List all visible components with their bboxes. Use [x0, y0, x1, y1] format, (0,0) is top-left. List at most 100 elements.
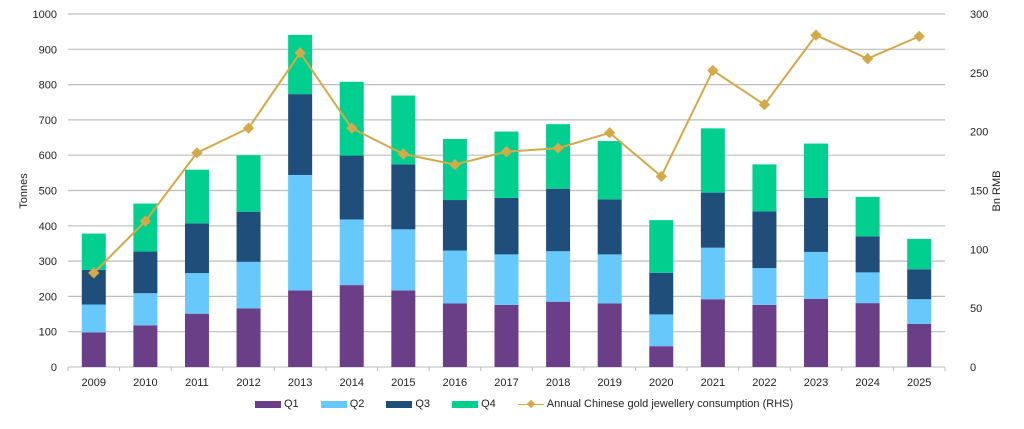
bar-q4: [700, 128, 725, 193]
bar-q3: [649, 272, 674, 315]
bar-q4: [907, 238, 932, 270]
y-tick-label-left: 600: [39, 150, 57, 162]
x-tick-label: 2012: [236, 377, 260, 389]
bar-q3: [184, 223, 209, 274]
bar-q1: [494, 304, 519, 367]
bar-q3: [133, 251, 158, 294]
line-marker: [655, 170, 667, 183]
bar-q1: [339, 285, 364, 367]
bar-q3: [907, 269, 932, 300]
bar-q1: [700, 299, 725, 367]
legend-label-q2: Q2: [349, 398, 365, 410]
bars: [81, 34, 932, 367]
x-tick-label: 2017: [494, 377, 518, 389]
bar-q4: [236, 155, 261, 212]
bar-q4: [494, 131, 519, 198]
y-tick-label-right: 150: [970, 186, 988, 198]
y-tick-label-left: 400: [39, 221, 57, 233]
bar-q2: [700, 247, 725, 300]
bar-q2: [442, 250, 467, 304]
bar-q2: [907, 299, 932, 324]
bar-q3: [494, 197, 519, 255]
bar-q4: [597, 141, 622, 200]
bar-q1: [752, 304, 777, 367]
y-tick-label-left: 300: [39, 256, 57, 268]
x-tick-label: 2014: [339, 377, 363, 389]
bar-q1: [546, 301, 571, 367]
bar-q2: [597, 254, 622, 304]
bar-q3: [391, 164, 416, 230]
legend-item-q1: Q1: [255, 398, 299, 410]
line-marker: [913, 30, 925, 43]
x-axis: 2009 2010 2011 2012 2013 2014 2015 2016 2017 2018…: [82, 377, 932, 389]
bar-q2: [81, 304, 106, 333]
y-tick-label-right: 50: [970, 303, 982, 315]
x-tick-label: 2015: [391, 377, 415, 389]
bar-q3: [236, 211, 261, 262]
line-marker: [397, 148, 409, 160]
bar-q2: [133, 293, 158, 326]
legend-swatch-q1: [255, 400, 281, 408]
x-tick-label: 2018: [546, 377, 570, 389]
bar-q2: [855, 272, 880, 304]
x-tick-label: 2023: [804, 377, 828, 389]
y-axis-left-title: Tonnes: [18, 173, 30, 209]
x-tick-label: 2016: [443, 377, 467, 389]
line-marker: [604, 127, 616, 139]
y-axis-right-title: Bn RMB: [991, 171, 1003, 212]
bar-q4: [804, 143, 829, 198]
bar-q4: [855, 196, 880, 237]
y-axis-left: 0 100 200 300 400 500 600 700 800 900 1000: [33, 9, 57, 374]
legend-swatch-line: [517, 401, 544, 408]
legend-label-q1: Q1: [284, 398, 299, 410]
y-tick-label-right: 250: [970, 68, 988, 80]
bar-q3: [546, 188, 571, 252]
bar-q2: [804, 251, 829, 299]
line-marker: [707, 64, 719, 77]
x-tick-label: 2010: [133, 377, 157, 389]
bar-q1: [649, 346, 674, 367]
y-tick-label-left: 200: [39, 291, 57, 303]
bar-q1: [288, 290, 313, 367]
y-tick-label-left: 700: [39, 115, 57, 127]
bar-q2: [236, 261, 261, 309]
bar-q3: [597, 199, 622, 255]
bar-q4: [752, 164, 777, 212]
bar-q3: [339, 155, 364, 220]
line-marker: [191, 147, 203, 159]
bar-q1: [184, 313, 209, 367]
legend-label-q4: Q4: [481, 398, 496, 410]
legend: Q1 Q2 Q3 Q4 Annual Chinese gold jeweller…: [255, 398, 815, 410]
line-marker: [552, 142, 564, 154]
bar-q3: [700, 192, 725, 248]
x-tick-label: 2011: [185, 377, 209, 389]
bar-q1: [133, 325, 158, 367]
bar-q1: [391, 290, 416, 367]
bar-q2: [494, 254, 519, 305]
y-tick-label-left: 1000: [33, 9, 57, 21]
x-tick-label: 2024: [855, 377, 879, 389]
line-marker: [449, 158, 461, 171]
y-tick-label-left: 800: [39, 80, 57, 92]
bar-q3: [442, 200, 467, 251]
bar-q3: [804, 197, 829, 252]
x-tick-label: 2025: [907, 377, 931, 389]
bar-q2: [391, 229, 416, 291]
x-tick-label: 2019: [597, 377, 621, 389]
bar-q2: [288, 174, 313, 291]
bar-q1: [804, 298, 829, 367]
y-tick-label-left: 500: [39, 186, 57, 198]
bar-q4: [546, 124, 571, 189]
bar-q2: [339, 219, 364, 286]
bar-q2: [546, 251, 571, 302]
legend-swatch-q3: [386, 400, 413, 408]
x-tick-label: 2022: [752, 377, 776, 389]
line-marker: [139, 215, 152, 227]
y-tick-label-left: 0: [51, 362, 57, 374]
x-tick-label: 2021: [701, 377, 725, 389]
bar-q2: [649, 314, 674, 347]
line-marker: [861, 53, 874, 65]
y-axis-right: 0 50 100 150 200 250 300: [970, 9, 988, 374]
bar-q1: [907, 323, 932, 367]
